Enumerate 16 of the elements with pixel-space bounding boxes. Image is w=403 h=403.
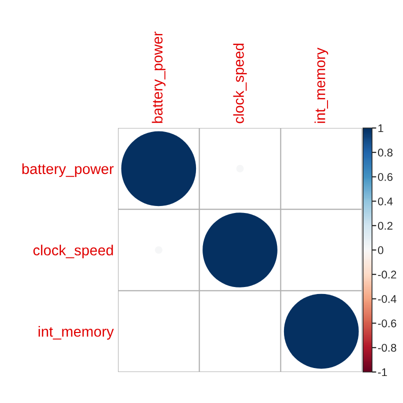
x-tick-label: int_memory <box>314 48 328 123</box>
color-bar-label: -0.4 <box>378 295 396 303</box>
color-bar-label: 0.4 <box>378 197 393 206</box>
y-tick-label: int_memory <box>38 326 114 340</box>
color-bar-label: 0.6 <box>378 173 393 181</box>
x-tick-label: clock_speed <box>233 44 247 124</box>
color-bar-label: 0.8 <box>378 148 393 157</box>
color-bar-label: 1 <box>378 124 384 132</box>
y-tick-label: clock_speed <box>33 244 113 258</box>
color-bar-label: -0.6 <box>378 319 396 328</box>
color-bar-label: -0.2 <box>378 270 396 279</box>
color-bar-label: 0.2 <box>378 222 392 230</box>
color-bar-label: -0.8 <box>378 344 396 352</box>
color-bar-label: 0 <box>378 246 384 254</box>
y-tick-label: battery_power <box>22 163 114 177</box>
color-bar-label: -1 <box>378 368 387 376</box>
